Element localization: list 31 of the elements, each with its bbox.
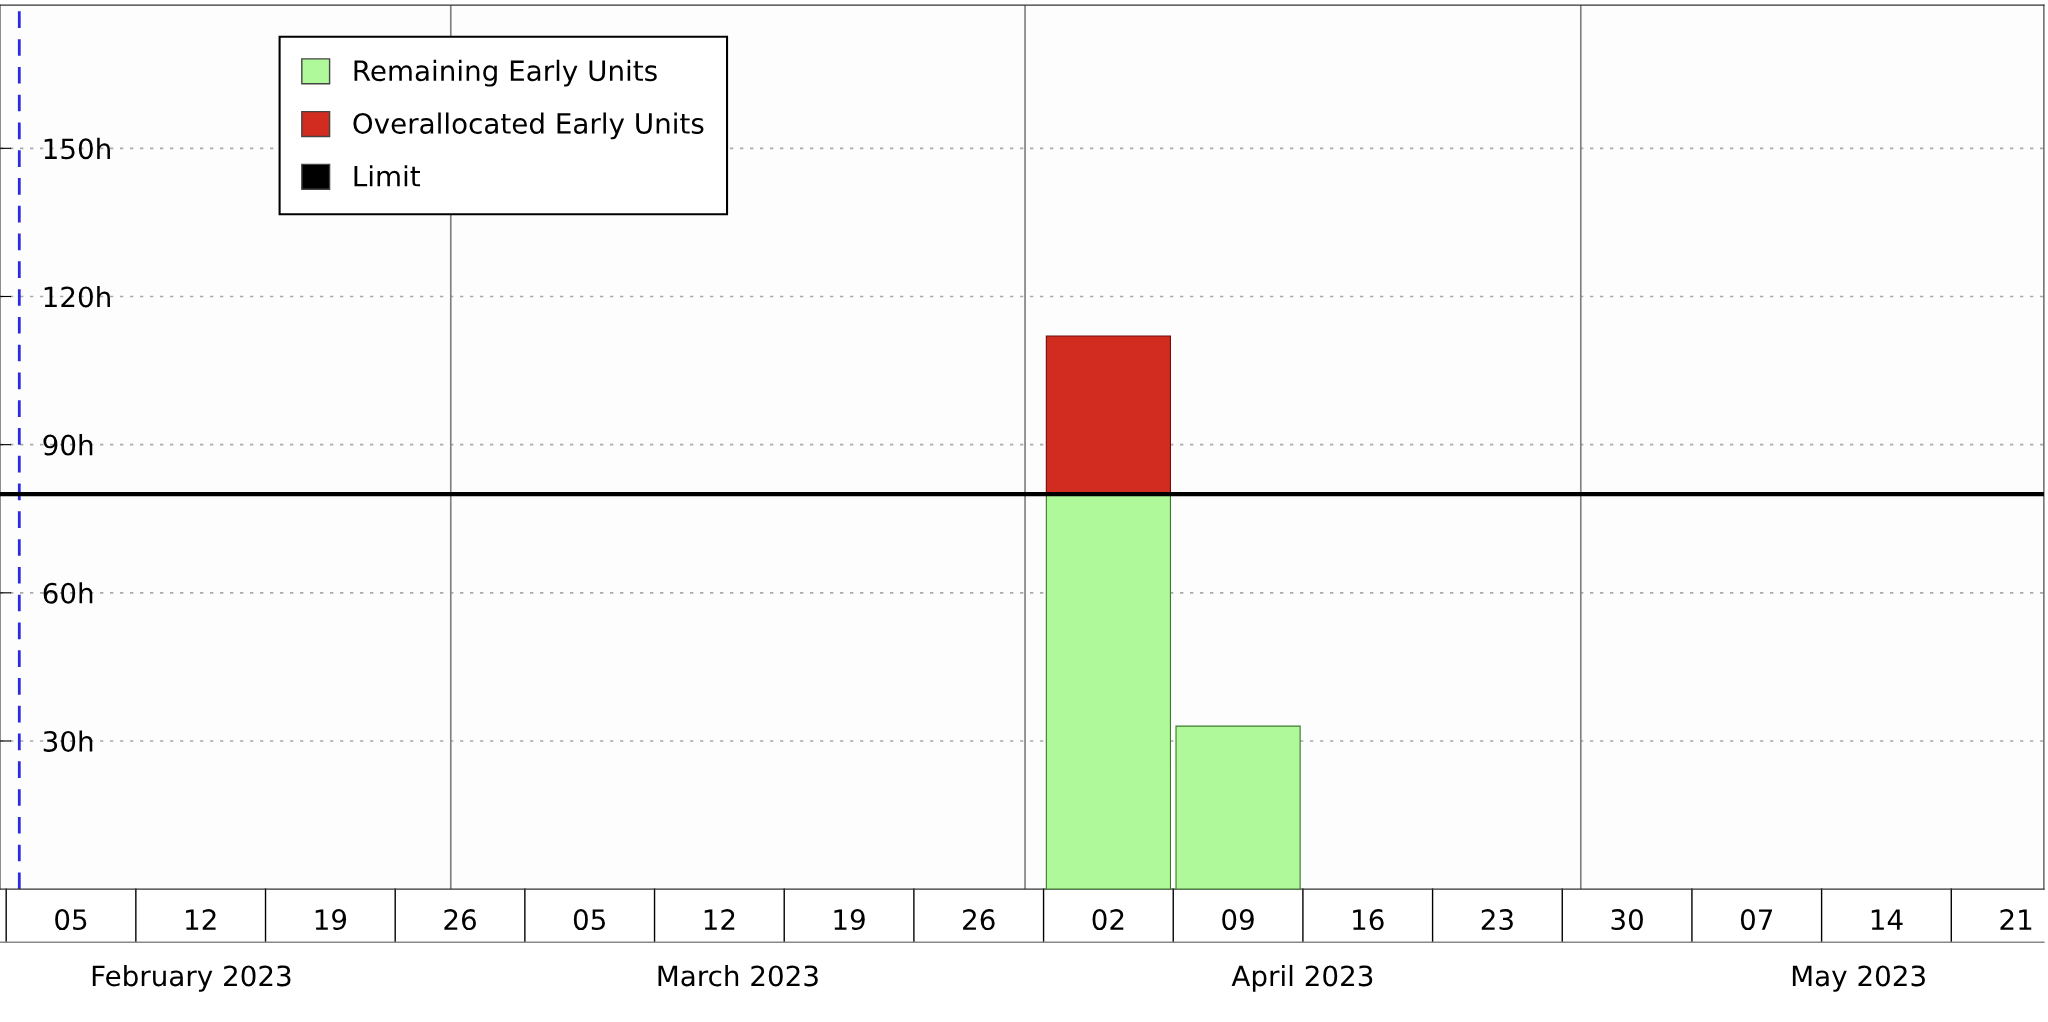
legend-label: Limit	[354, 165, 421, 187]
legend-label: Overallocated Early Units	[353, 112, 704, 140]
legend-label: Remaining Early Units	[354, 59, 657, 87]
x-tick-label: 05	[55, 909, 87, 931]
x2-tick-label: May 2023	[1792, 965, 1925, 992]
x-tick-label: 21	[2000, 909, 2032, 930]
x-tick-label: 07	[1740, 909, 1773, 931]
x2-tick-label: February 2023	[92, 964, 291, 992]
y-tick-label: 30h	[43, 730, 93, 752]
y-tick-label: 90h	[43, 434, 93, 456]
x2-tick-label: March 2023	[658, 964, 818, 987]
x-tick-label: 14	[1871, 909, 1903, 930]
x-tick-label: 26	[444, 909, 476, 931]
y-tick-label: 60h	[43, 582, 93, 604]
x-tick-label: 09	[1222, 909, 1254, 931]
x-tick-label: 05	[573, 909, 605, 931]
y-tick-label: 150h	[44, 137, 110, 160]
bar	[1045, 493, 1172, 890]
x-tick-label: 23	[1481, 909, 1513, 931]
x-tick-label: 16	[1353, 909, 1384, 931]
x-tick-label: 12	[704, 909, 735, 930]
x-tick-label: 19	[834, 909, 865, 931]
bar	[1045, 335, 1172, 495]
x-tick-label: 30	[1611, 909, 1643, 931]
bar	[1175, 725, 1301, 890]
y-tick-label: 120h	[44, 285, 110, 308]
x-tick-label: 19	[315, 909, 347, 931]
x2-tick-label: April 2023	[1231, 964, 1373, 992]
x-tick-label: 26	[963, 909, 995, 931]
x-tick-label: 12	[186, 909, 216, 930]
x-tick-label: 02	[1092, 909, 1124, 931]
